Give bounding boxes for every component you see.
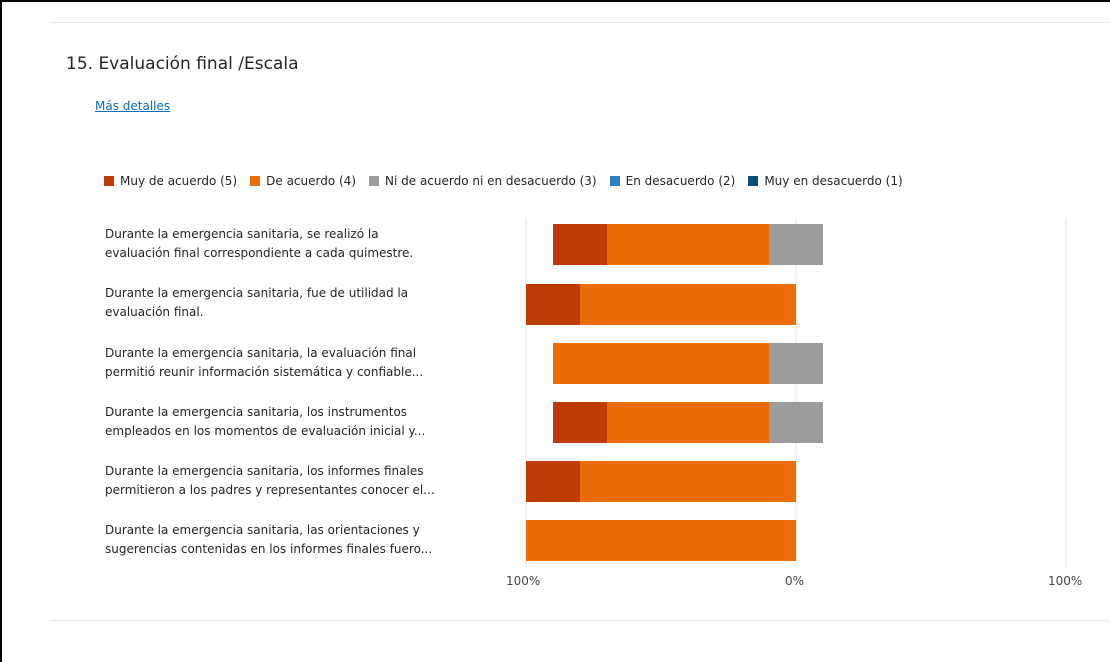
row-label-line: evaluación final. [105,305,204,319]
row-label-line: permitió reunir información sistemática … [105,365,424,379]
legend-label: En desacuerdo (2) [625,174,736,188]
row-label-line: empleados en los momentos de evaluación … [105,424,426,438]
legend-swatch [104,176,114,186]
row-label: Durante la emergencia sanitaria, fue de … [105,284,505,322]
legend-item-muy-en-desacuerdo[interactable]: Muy en desacuerdo (1) [748,174,903,188]
bottom-divider [50,620,1110,621]
bar-segment-agree [580,284,796,325]
chart-legend: Muy de acuerdo (5) De acuerdo (4) Ni de … [104,174,916,188]
axis-tick-label: 100% [1048,574,1083,588]
legend-label: Ni de acuerdo ni en desacuerdo (3) [385,174,597,188]
row-label-line: permitieron a los padres y representante… [105,483,435,497]
row-label-line: Durante la emergencia sanitaria, fue de … [105,286,409,300]
legend-label: Muy de acuerdo (5) [120,174,238,188]
axis-tick-label: 100% [506,574,541,588]
row-label-line: Durante la emergencia sanitaria, se real… [105,227,379,241]
legend-swatch [250,176,261,186]
bar-segment-agree [607,402,769,443]
bar-segment-strongly-agree [526,461,580,502]
row-label: Durante la emergencia sanitaria, se real… [105,225,505,263]
row-label-line: Durante la emergencia sanitaria, la eval… [105,346,417,360]
row-label-line: sugerencias contenidas en los informes f… [105,542,433,556]
bar-segment-strongly-agree [553,402,607,443]
legend-label: De acuerdo (4) [266,174,356,188]
legend-swatch [369,176,379,186]
question-title: 15. Evaluación final /Escala [66,54,299,74]
legend-swatch [748,176,759,186]
bar-segment-agree [526,520,796,561]
bar-segment-agree [580,461,796,502]
bar-segment-neutral [769,343,823,384]
bar-segment-neutral [769,224,823,265]
bar-segment-agree [553,343,769,384]
row-label-line: Durante la emergencia sanitaria, las ori… [105,523,420,537]
bar-segment-strongly-agree [553,224,607,265]
bar-segment-strongly-agree [526,284,580,325]
top-divider [50,22,1110,23]
legend-item-muy-de-acuerdo[interactable]: Muy de acuerdo (5) [104,174,237,188]
row-label: Durante la emergencia sanitaria, los inf… [105,462,505,500]
legend-item-en-desacuerdo[interactable]: En desacuerdo (2) [609,174,736,188]
more-details-link[interactable]: Más detalles [95,99,171,113]
row-label-line: Durante la emergencia sanitaria, los inf… [105,464,424,478]
bar-segment-agree [607,224,769,265]
legend-swatch [609,176,620,186]
row-label: Durante la emergencia sanitaria, las ori… [105,521,505,559]
row-label: Durante la emergencia sanitaria, la eval… [105,344,505,382]
legend-item-de-acuerdo[interactable]: De acuerdo (4) [250,174,356,188]
row-label-line: evaluación final correspondiente a cada … [105,246,414,260]
legend-label: Muy en desacuerdo (1) [764,174,903,188]
legend-item-ni-de-acuerdo[interactable]: Ni de acuerdo ni en desacuerdo (3) [369,174,597,188]
axis-tick-label: 0% [785,574,805,588]
bar-segment-neutral [769,402,823,443]
row-label: Durante la emergencia sanitaria, los ins… [105,403,505,441]
row-label-line: Durante la emergencia sanitaria, los ins… [105,405,408,419]
